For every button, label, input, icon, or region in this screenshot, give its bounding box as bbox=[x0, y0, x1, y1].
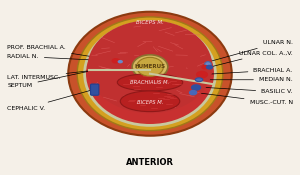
Ellipse shape bbox=[136, 57, 164, 76]
Text: LAT. INTERMUSC.: LAT. INTERMUSC. bbox=[7, 71, 91, 80]
Text: CEPHALIC V.: CEPHALIC V. bbox=[7, 90, 92, 111]
Text: SEPTUM: SEPTUM bbox=[7, 71, 91, 88]
Ellipse shape bbox=[120, 91, 180, 112]
Ellipse shape bbox=[88, 20, 212, 113]
Ellipse shape bbox=[118, 60, 123, 63]
Text: BICEPS M.: BICEPS M. bbox=[137, 100, 163, 106]
Text: ULNAR COL. A.,V.: ULNAR COL. A.,V. bbox=[212, 51, 293, 66]
Text: PROF. BRACHIAL A.: PROF. BRACHIAL A. bbox=[7, 45, 113, 60]
Ellipse shape bbox=[117, 74, 183, 91]
Circle shape bbox=[192, 85, 200, 90]
Text: BRACHIALIS M.: BRACHIALIS M. bbox=[130, 80, 170, 85]
Text: BICEPS M.: BICEPS M. bbox=[136, 20, 164, 25]
Ellipse shape bbox=[85, 22, 215, 125]
Circle shape bbox=[112, 59, 119, 63]
Text: MEDIAN N.: MEDIAN N. bbox=[206, 77, 293, 82]
Ellipse shape bbox=[195, 78, 203, 82]
FancyBboxPatch shape bbox=[91, 84, 99, 95]
Text: BRACHIAL A.: BRACHIAL A. bbox=[210, 68, 293, 74]
Ellipse shape bbox=[77, 17, 223, 131]
Ellipse shape bbox=[132, 55, 168, 79]
Text: ULNAR N.: ULNAR N. bbox=[211, 40, 293, 61]
Text: HUMERUS: HUMERUS bbox=[134, 64, 166, 69]
Circle shape bbox=[206, 65, 212, 69]
Circle shape bbox=[190, 91, 197, 95]
Text: ANTERIOR: ANTERIOR bbox=[126, 158, 174, 167]
Text: BASILIC V.: BASILIC V. bbox=[203, 87, 293, 94]
Ellipse shape bbox=[68, 12, 232, 136]
Text: RADIAL N.: RADIAL N. bbox=[7, 54, 118, 61]
Ellipse shape bbox=[205, 62, 211, 67]
Circle shape bbox=[197, 71, 207, 78]
Text: MUSC.-CUT. N: MUSC.-CUT. N bbox=[200, 93, 293, 105]
Circle shape bbox=[202, 65, 208, 69]
